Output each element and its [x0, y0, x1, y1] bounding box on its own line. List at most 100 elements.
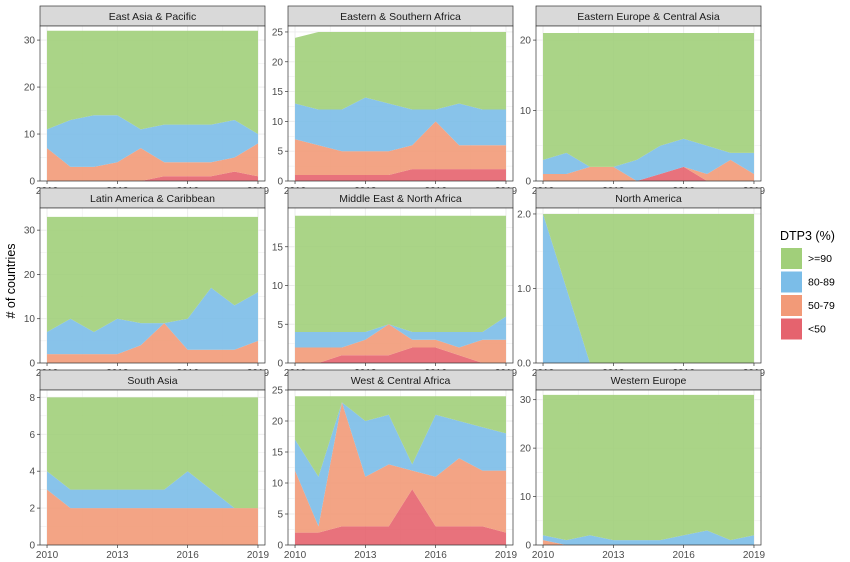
x-tick-label: 2016	[177, 550, 200, 561]
area-lt50	[47, 171, 258, 181]
area-c50_79	[543, 159, 754, 181]
y-tick-label: 2.0	[517, 209, 531, 220]
panel-title: Western Europe	[611, 375, 687, 387]
y-tick-label: 0	[29, 541, 35, 552]
area-c50_79	[543, 540, 754, 545]
panel-title: Latin America & Caribbean	[90, 193, 215, 205]
area-c80_89	[295, 97, 506, 152]
y-tick-label: 30	[24, 36, 36, 47]
area-c50_79	[295, 324, 506, 363]
legend-label: 80-89	[808, 277, 835, 289]
y-tick-label: 25	[272, 386, 284, 397]
area-c50_79	[47, 143, 258, 181]
area-ge90	[47, 397, 258, 509]
panel: Eastern & Southern Africa051015202520102…	[272, 5, 518, 197]
y-tick-label: 1.0	[517, 284, 531, 295]
area-c50_79	[47, 323, 258, 363]
legend-label: >=90	[808, 253, 832, 265]
x-tick-label: 2016	[425, 550, 448, 561]
y-tick-label: 6	[29, 430, 35, 441]
area-ge90	[295, 396, 506, 477]
y-tick-label: 25	[272, 27, 284, 38]
area-c80_89	[543, 213, 754, 363]
y-tick-label: 0.0	[517, 359, 531, 370]
x-tick-label: 2013	[354, 550, 377, 561]
y-tick-label: 10	[24, 130, 36, 141]
panel-border	[535, 207, 762, 364]
y-tick-label: 0	[277, 541, 283, 552]
panel: East Asia & Pacific010203020102013201620…	[24, 5, 270, 197]
y-tick-label: 15	[272, 242, 284, 253]
area-c80_89	[295, 316, 506, 348]
y-tick-label: 10	[520, 492, 532, 503]
panel-title: Eastern Europe & Central Asia	[577, 11, 720, 23]
area-lt50	[295, 347, 506, 363]
panel: Western Europe 0 10 20 30 2010 2013 2016 2019	[520, 369, 766, 561]
y-tick-label: 20	[272, 57, 284, 68]
y-tick-label: 20	[24, 83, 36, 94]
panel-title: Middle East & North Africa	[339, 193, 462, 205]
panel: Eastern Europe & Central Asia01020201020…	[520, 5, 766, 197]
legend-swatch	[781, 318, 802, 340]
y-tick-label: 20	[24, 270, 36, 281]
y-tick-label: 10	[272, 117, 284, 128]
y-tick-label: 5	[277, 510, 283, 521]
panel: Latin America & Caribbean010203020102013…	[24, 187, 270, 379]
panel-border	[535, 389, 762, 546]
area-lt50	[295, 489, 506, 545]
legend-label: <50	[808, 324, 826, 336]
panel-border	[535, 25, 762, 182]
y-tick-label: 0	[525, 177, 531, 188]
area-c50_79	[295, 121, 506, 176]
x-tick-label: 2019	[743, 550, 766, 561]
area-c80_89	[47, 471, 258, 509]
y-tick-label: 30	[24, 226, 36, 237]
panel-border	[39, 25, 266, 182]
panel: West & Central Africa 0 5 10 15 20 25 2010 2013 2…	[272, 369, 518, 561]
y-tick-label: 0	[277, 177, 283, 188]
panel-title: South Asia	[127, 375, 177, 387]
y-tick-label: 15	[272, 448, 284, 459]
y-tick-label: 4	[29, 467, 35, 478]
y-tick-label: 20	[520, 36, 532, 47]
x-tick-label: 2019	[247, 550, 270, 561]
y-axis-label: # of countries	[4, 243, 18, 318]
panel-border	[287, 389, 514, 546]
panel: Middle East & North Africa05101520102013…	[272, 187, 518, 379]
area-c80_89	[543, 530, 754, 545]
area-ge90	[295, 215, 506, 332]
y-tick-label: 0	[29, 359, 35, 370]
y-tick-label: 10	[272, 281, 284, 292]
x-tick-label: 2013	[602, 550, 625, 561]
y-tick-label: 10	[520, 106, 532, 117]
area-c80_89	[47, 115, 258, 167]
legend-title: DTP3 (%)	[780, 229, 835, 243]
legend-swatch	[781, 295, 802, 316]
legend-swatch	[781, 248, 802, 269]
y-tick-label: 0	[525, 541, 531, 552]
panel-title: Eastern & Southern Africa	[340, 11, 461, 23]
y-tick-label: 2	[29, 504, 35, 515]
x-tick-label: 2019	[495, 550, 518, 561]
area-ge90	[543, 394, 754, 541]
panel-title: North America	[615, 193, 682, 205]
y-tick-label: 10	[24, 314, 36, 325]
x-tick-label: 2010	[284, 550, 307, 561]
y-tick-label: 0	[29, 177, 35, 188]
panel-title: West & Central Africa	[351, 375, 451, 387]
area-ge90	[47, 30, 258, 135]
panel-border	[39, 389, 266, 546]
y-tick-label: 30	[520, 395, 532, 406]
y-tick-label: 10	[272, 479, 284, 490]
y-tick-label: 5	[277, 320, 283, 331]
x-tick-label: 2016	[673, 550, 696, 561]
panel-title: East Asia & Pacific	[109, 11, 197, 23]
area-lt50	[295, 169, 506, 181]
x-tick-label: 2010	[36, 550, 59, 561]
area-c80_89	[47, 287, 258, 355]
legend: DTP3 (%) >=90 80-89 50-79 <50	[780, 229, 835, 340]
panel-border	[287, 25, 514, 182]
area-c80_89	[295, 402, 506, 527]
